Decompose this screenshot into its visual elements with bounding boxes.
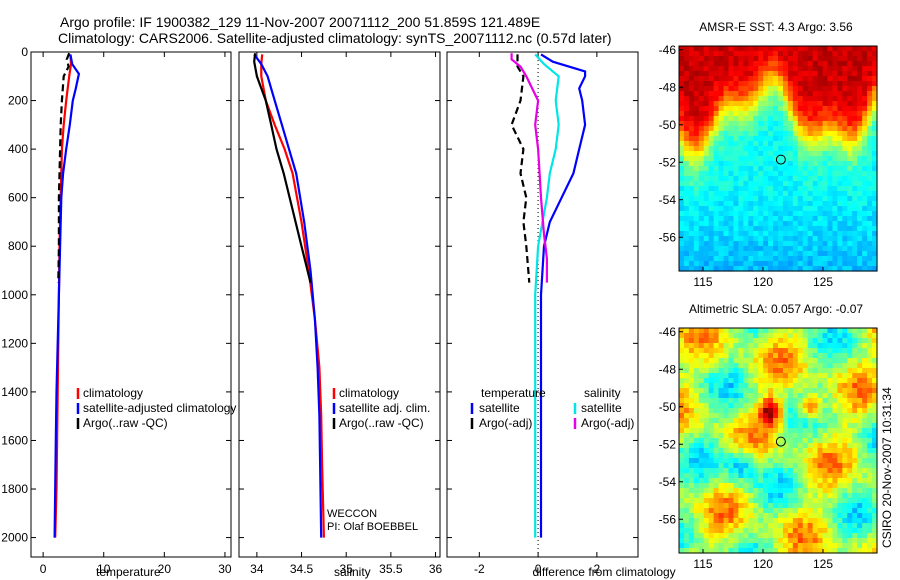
sst_map-xtick-label: 115 (693, 275, 712, 289)
difference-legend-label: satellite (581, 401, 622, 415)
temperature-panel: 0 10 20 30 0 200 400 600 800 1000 1200 1400 1600 1800… (1, 45, 236, 579)
sst_map-ytick-label: -52 (659, 155, 677, 169)
temperature-series-argo-raw-qc (57, 52, 71, 283)
temperature-ytick-label: 0 (21, 45, 28, 59)
sla_map-ytick-label: -50 (659, 400, 677, 414)
salinity-axes-frame (238, 51, 441, 558)
sla_map-ytick-label: -54 (659, 475, 677, 489)
difference-legend-label: satellite (479, 401, 520, 415)
difference-xtick-label: 2 (594, 562, 601, 576)
salinity-xtick-label: 34.5 (290, 562, 314, 576)
sst_map-ytick-label: -56 (659, 230, 677, 244)
sla_map-panel: Altimetric SLA: 0.057 Argo: -0.07 115 120 1… (659, 302, 878, 571)
sst_map-ytick-label: -54 (659, 193, 677, 207)
temperature-legend-label: Argo(..raw -QC) (83, 416, 168, 430)
sst_map-frame (678, 45, 878, 272)
temperature-ytick-label: 200 (8, 94, 28, 108)
temperature-xtick-label: 0 (40, 562, 47, 576)
difference-series-argo-adj (510, 53, 549, 283)
temperature-xtick-label: 30 (218, 562, 232, 576)
difference-legend-label: Argo(-adj) (479, 416, 532, 430)
salinity-xtick-label: 35.5 (379, 562, 403, 576)
pi-credit-line1: WECCON (327, 508, 377, 520)
temperature-ytick-label: 2000 (1, 531, 28, 545)
difference-xtick-label: -2 (474, 562, 485, 576)
figure-title-line1: Argo profile: IF 1900382_129 11-Nov-2007… (60, 14, 540, 30)
sst_map-title: AMSR-E SST: 4.3 Argo: 3.56 (699, 20, 853, 34)
sla_map-title: Altimetric SLA: 0.057 Argo: -0.07 (689, 302, 863, 316)
difference-series-satellite (534, 53, 560, 538)
sst_map-field (679, 46, 878, 272)
temperature-series-satellite-adjusted-climatology (53, 54, 81, 538)
difference-series-satellite (539, 53, 587, 538)
sla_map-frame (678, 327, 878, 554)
salinity-xtick-label: 36 (429, 562, 443, 576)
salinity-series-satellite-adj-clim (253, 53, 323, 538)
figure-title-line2: Climatology: CARS2006. Satellite-adjuste… (58, 30, 612, 46)
sst_map-xtick-label: 125 (813, 275, 833, 289)
salinity-xlabel: salinity (334, 565, 371, 579)
temperature-ytick-label: 400 (8, 142, 28, 156)
sla_map-ytick-label: -46 (659, 325, 677, 339)
salinity-panel: 34 34.5 35 35.5 36 salinity climatologysatelli… (238, 51, 443, 579)
temperature-ytick-label: 1600 (1, 433, 28, 447)
temperature-ytick-label: 800 (8, 239, 28, 253)
sst_map-panel: AMSR-E SST: 4.3 Argo: 3.56 115 120 125 -46 -4… (659, 20, 878, 289)
temperature-ytick-label: 600 (8, 191, 28, 205)
salinity-legend-label: Argo(..raw -QC) (339, 416, 424, 430)
temperature-ytick-label: 1800 (1, 482, 28, 496)
temperature-xtick-label: 10 (97, 562, 111, 576)
sla_map-xtick-label: 120 (753, 557, 773, 571)
side-timestamp: CSIRO 20-Nov-2007 10:31:34 (880, 387, 894, 548)
sst_map-ytick-label: -50 (659, 118, 677, 132)
sst_map-argo-marker (775, 154, 786, 165)
salinity-xtick-label: 34 (250, 562, 264, 576)
sla_map-ytick-label: -56 (659, 512, 677, 526)
sla_map-ytick-label: -52 (659, 437, 677, 451)
salinity-legend-label: climatology (339, 386, 399, 400)
temperature-legend-label: satellite-adjusted climatology (83, 401, 236, 415)
pi-credit-line2: PI: Olaf BOEBBEL (327, 521, 418, 533)
difference-xlabel: difference from climatology (533, 565, 676, 579)
difference-axes-frame (446, 51, 639, 558)
temperature-legend-label: climatology (83, 386, 143, 400)
salinity-legend-label: satellite adj. clim. (339, 401, 430, 415)
sla_map-field (679, 328, 878, 554)
sla_map-xtick-label: 115 (693, 557, 712, 571)
sla_map-xtick-label: 125 (813, 557, 833, 571)
temperature-ytick-label: 1200 (1, 336, 28, 350)
difference-xtick-label: 0 (535, 562, 542, 576)
difference-legend-label: temperature (481, 386, 546, 400)
sla_map-argo-marker (775, 436, 786, 447)
temperature-ytick-label: 1000 (1, 288, 28, 302)
difference-legend: temperaturesatelliteArgo(-adj)salinitysa… (470, 386, 634, 430)
sla_map-ytick-label: -48 (659, 362, 677, 376)
difference-series-argo-adj (510, 54, 531, 283)
salinity-series-argo-raw-qc (253, 53, 312, 283)
sst_map-ytick-label: -46 (659, 43, 677, 57)
temperature-axes-frame (30, 51, 232, 558)
temperature-ytick-label: 1400 (1, 385, 28, 399)
sst_map-xtick-label: 120 (753, 275, 773, 289)
temperature-xtick-label: 20 (158, 562, 172, 576)
salinity-series-climatology (260, 54, 325, 538)
sst_map-ytick-label: -48 (659, 80, 677, 94)
difference-legend-label: salinity (584, 386, 621, 400)
salinity-xtick-label: 35 (340, 562, 354, 576)
difference-legend-label: Argo(-adj) (581, 416, 634, 430)
temperature-xlabel: temperature (96, 565, 161, 579)
